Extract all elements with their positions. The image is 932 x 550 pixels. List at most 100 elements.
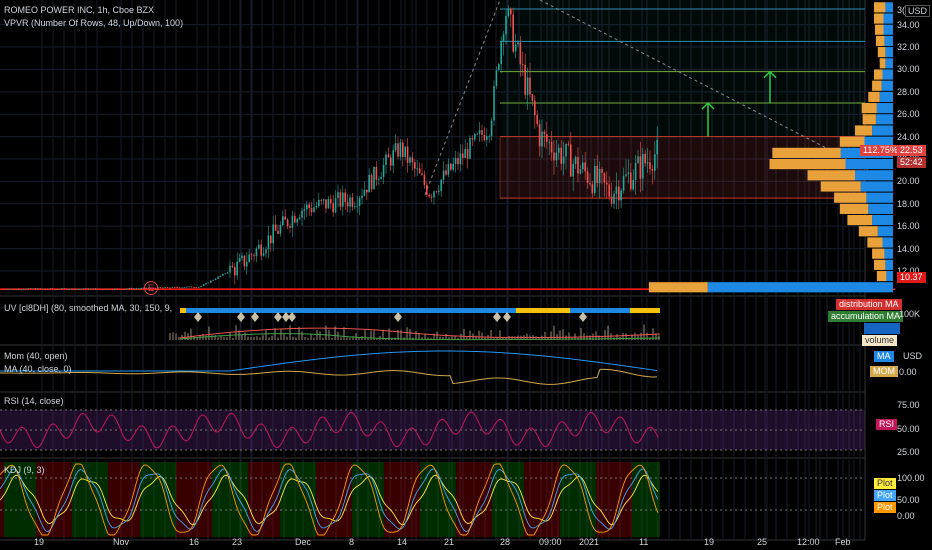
- uv-status-segment: [636, 308, 642, 313]
- kdj-background-stripe: [560, 462, 564, 537]
- uv-status-segment: [228, 308, 234, 313]
- uv-status-segment: [198, 308, 204, 313]
- candle-body: [443, 171, 445, 180]
- candle-body: [244, 256, 246, 267]
- kdj-background-stripe: [292, 462, 296, 537]
- candle-body: [400, 142, 402, 156]
- candle-body: [25, 289, 27, 290]
- candle-body: [280, 225, 282, 234]
- candle-body: [265, 249, 267, 253]
- candle-body: [332, 203, 334, 212]
- candle-body: [296, 219, 298, 222]
- candle-body: [140, 288, 142, 289]
- kdj-background-stripe: [464, 462, 468, 537]
- uv-status-segment: [234, 308, 240, 313]
- candle-body: [198, 287, 200, 288]
- vpvr-down-bar: [855, 125, 872, 135]
- price-tick-label: 14.00: [897, 244, 920, 254]
- candle-body: [378, 179, 380, 180]
- candle-body: [467, 149, 469, 159]
- current-price-tag: 22.53: [897, 145, 926, 156]
- candle-body: [299, 218, 301, 220]
- candle-body: [169, 288, 171, 289]
- vpvr-up-bar: [885, 47, 893, 57]
- candle-body: [205, 283, 207, 284]
- candle-body: [32, 289, 34, 290]
- event-marker[interactable]: E: [144, 281, 158, 295]
- uv-status-segment: [444, 308, 450, 313]
- x-tick-label: 11: [639, 537, 648, 547]
- candle-body: [599, 169, 601, 183]
- kdj-background-stripe: [432, 462, 436, 537]
- candle-body: [450, 164, 452, 170]
- candle-body: [220, 276, 222, 277]
- vpvr-up-bar: [872, 125, 893, 135]
- candle-body: [234, 267, 236, 275]
- uv-status-segment: [588, 308, 594, 313]
- candle-body: [438, 191, 440, 192]
- mom-axis-zero: 0.00: [899, 367, 917, 377]
- kdj-background-stripe: [112, 462, 116, 537]
- candle-body: [572, 164, 574, 176]
- vpvr-up-bar: [886, 271, 893, 281]
- uv-status-segment: [474, 308, 480, 313]
- candle-body: [587, 171, 589, 183]
- uv-status-segment: [558, 308, 564, 313]
- candle-body: [318, 200, 320, 206]
- uv-status-segment: [390, 308, 396, 313]
- candle-body: [116, 289, 118, 290]
- candle-body: [656, 140, 658, 155]
- candle-body: [419, 168, 421, 173]
- candle-body: [421, 173, 423, 175]
- candle-body: [236, 262, 238, 276]
- candle-body: [287, 220, 289, 227]
- kdj-background-stripe: [544, 462, 548, 537]
- candle-body: [620, 191, 622, 201]
- candle-body: [510, 9, 512, 15]
- kdj-background-stripe: [212, 462, 216, 537]
- kdj-background-stripe: [516, 462, 520, 537]
- candle-body: [364, 190, 366, 196]
- vpvr-down-bar: [859, 226, 878, 236]
- candle-body: [472, 138, 474, 139]
- candle-body: [160, 287, 162, 288]
- candle-body: [184, 287, 186, 288]
- candle-body: [246, 262, 248, 266]
- vpvr-up-bar: [876, 114, 893, 124]
- uv-diamond-marker: [503, 312, 511, 322]
- kdj-background-stripe: [240, 462, 244, 537]
- vpvr-up-bar: [884, 13, 894, 23]
- candle-body: [544, 132, 546, 134]
- kdj-background-stripe: [340, 462, 344, 537]
- kdj-background-stripe: [352, 462, 356, 537]
- vpvr-down-bar: [847, 215, 872, 225]
- candle-body: [647, 162, 649, 163]
- uv-status-segment: [300, 308, 306, 313]
- vpvr-down-bar: [872, 81, 882, 91]
- currency-label[interactable]: USD: [905, 5, 930, 17]
- candle-body: [611, 197, 613, 204]
- candle-body: [618, 187, 620, 201]
- candle-body: [56, 289, 58, 290]
- uv-status-segment: [264, 308, 270, 313]
- price-tick-label: 28.00: [897, 87, 920, 97]
- candle-body: [359, 198, 361, 206]
- vpvr-up-bar: [855, 170, 893, 180]
- uv-status-segment: [516, 308, 522, 313]
- candle-body: [556, 153, 558, 161]
- candle-body: [311, 208, 313, 212]
- candle-body: [16, 289, 18, 290]
- kdj-background-stripe: [156, 462, 160, 537]
- kdj-tick-50: 50.00: [897, 495, 920, 505]
- vpvr-label: VPVR (Number Of Rows, 48, Up/Down, 100): [4, 18, 183, 28]
- uv-status-segment: [258, 308, 264, 313]
- uv-status-segment: [480, 308, 486, 313]
- candle-body: [328, 199, 330, 208]
- kdj-background-stripe: [360, 462, 364, 537]
- uv-status-segment: [342, 308, 348, 313]
- candle-body: [308, 205, 310, 209]
- candle-body: [524, 65, 526, 95]
- kdj-background-stripe: [656, 462, 660, 537]
- x-tick-label: 28: [500, 537, 510, 547]
